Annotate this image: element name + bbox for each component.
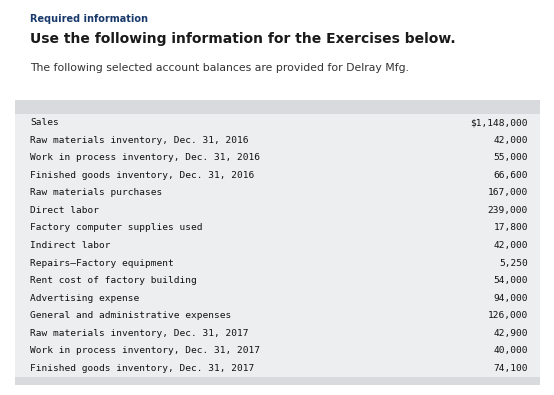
Text: 66,600: 66,600 <box>494 171 528 180</box>
Text: Direct labor: Direct labor <box>30 206 99 215</box>
Text: Raw materials inventory, Dec. 31, 2017: Raw materials inventory, Dec. 31, 2017 <box>30 329 249 338</box>
Text: Repairs–Factory equipment: Repairs–Factory equipment <box>30 259 174 267</box>
Text: 17,800: 17,800 <box>494 224 528 233</box>
Text: 55,000: 55,000 <box>494 153 528 162</box>
Bar <box>15 377 540 385</box>
Text: 40,000: 40,000 <box>494 346 528 355</box>
Text: $1,148,000: $1,148,000 <box>470 118 528 127</box>
Text: 42,000: 42,000 <box>494 136 528 145</box>
Text: The following selected account balances are provided for Delray Mfg.: The following selected account balances … <box>30 63 409 73</box>
Text: Factory computer supplies used: Factory computer supplies used <box>30 224 203 233</box>
Text: Raw materials inventory, Dec. 31, 2016: Raw materials inventory, Dec. 31, 2016 <box>30 136 249 145</box>
Text: 42,900: 42,900 <box>494 329 528 338</box>
Text: 126,000: 126,000 <box>488 311 528 320</box>
Text: Finished goods inventory, Dec. 31, 2017: Finished goods inventory, Dec. 31, 2017 <box>30 364 254 373</box>
Text: 5,250: 5,250 <box>499 259 528 267</box>
Text: 239,000: 239,000 <box>488 206 528 215</box>
Text: Advertising expense: Advertising expense <box>30 293 139 303</box>
Text: 167,000: 167,000 <box>488 188 528 198</box>
Text: Rent cost of factory building: Rent cost of factory building <box>30 276 197 285</box>
Text: Use the following information for the Exercises below.: Use the following information for the Ex… <box>30 32 455 46</box>
Text: 94,000: 94,000 <box>494 293 528 303</box>
Text: 74,100: 74,100 <box>494 364 528 373</box>
Bar <box>15 100 540 385</box>
Text: 54,000: 54,000 <box>494 276 528 285</box>
Text: General and administrative expenses: General and administrative expenses <box>30 311 231 320</box>
Text: Work in process inventory, Dec. 31, 2017: Work in process inventory, Dec. 31, 2017 <box>30 346 260 355</box>
Text: Raw materials purchases: Raw materials purchases <box>30 188 162 198</box>
Text: Sales: Sales <box>30 118 59 127</box>
Text: Indirect labor: Indirect labor <box>30 241 110 250</box>
Text: Work in process inventory, Dec. 31, 2016: Work in process inventory, Dec. 31, 2016 <box>30 153 260 162</box>
Text: 42,000: 42,000 <box>494 241 528 250</box>
Text: Required information: Required information <box>30 14 148 24</box>
Bar <box>15 100 540 114</box>
Text: Finished goods inventory, Dec. 31, 2016: Finished goods inventory, Dec. 31, 2016 <box>30 171 254 180</box>
